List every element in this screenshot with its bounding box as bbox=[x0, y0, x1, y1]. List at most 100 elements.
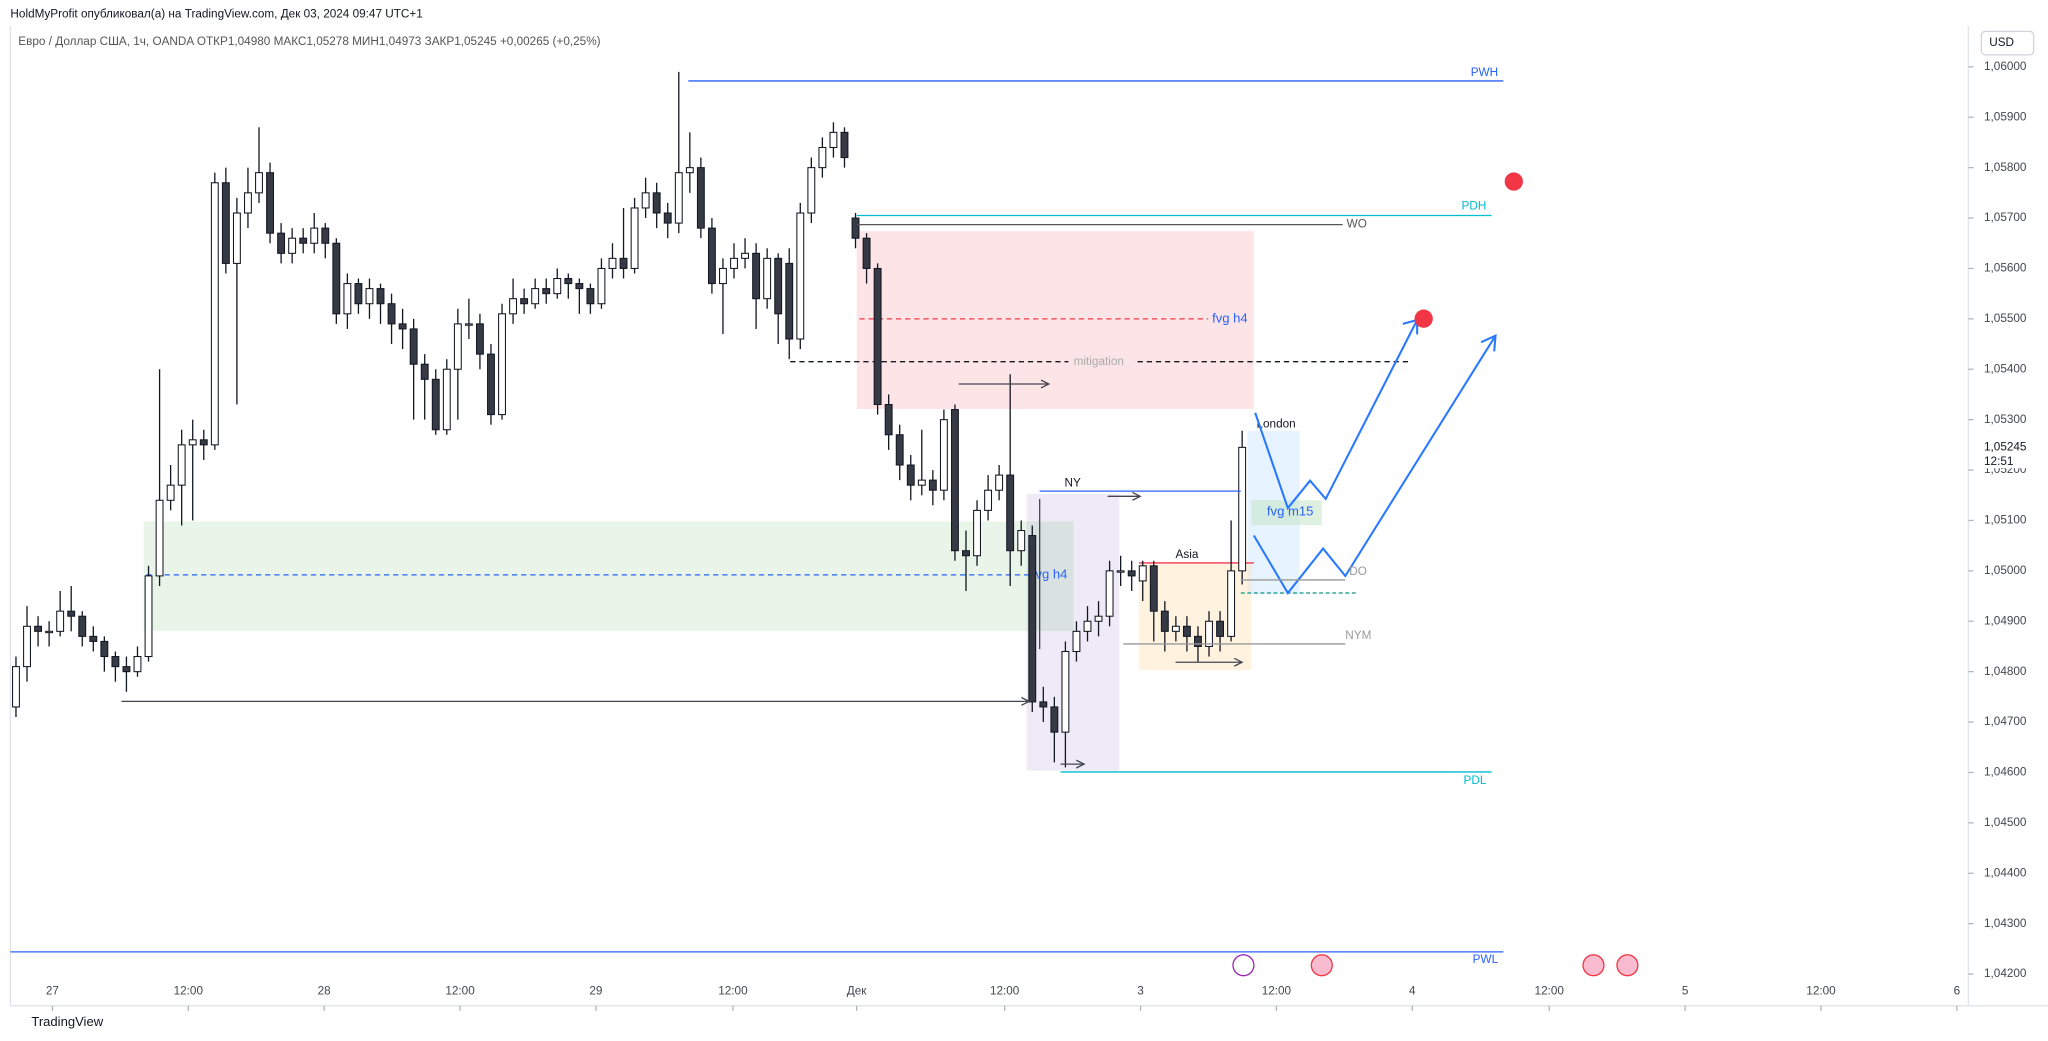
candle-body bbox=[917, 479, 926, 486]
candle-body bbox=[973, 509, 981, 557]
candle-body bbox=[343, 283, 352, 315]
candle-body bbox=[851, 217, 860, 239]
candle-body bbox=[1238, 446, 1247, 572]
x-tick-label: 12:00 bbox=[718, 984, 748, 997]
y-tick-label: 1,04200 bbox=[1984, 967, 2027, 980]
candle-body bbox=[862, 237, 871, 269]
candle-body bbox=[442, 368, 451, 431]
candle-body bbox=[133, 656, 142, 673]
candle-body bbox=[498, 313, 506, 416]
fvg-m15-label: fvg m15 bbox=[1267, 503, 1313, 518]
candle-body bbox=[1205, 620, 1213, 647]
currency-button[interactable] bbox=[1980, 30, 2035, 56]
x-tick-label: 12:00 bbox=[445, 984, 475, 997]
candle-body bbox=[785, 262, 794, 340]
currency: USD bbox=[1989, 36, 2014, 49]
candle-body bbox=[641, 192, 650, 209]
y-tick-label: 1,05900 bbox=[1984, 110, 2027, 123]
fvg-label: fvg h4 bbox=[1032, 566, 1068, 581]
candle-body bbox=[586, 288, 595, 305]
mitigation-label-bg bbox=[1068, 353, 1134, 370]
ray bbox=[121, 696, 1031, 706]
candle-body bbox=[553, 278, 562, 295]
candle-body bbox=[221, 182, 230, 264]
candle-body bbox=[288, 237, 297, 254]
y-tick-label: 1,04700 bbox=[1984, 715, 2027, 728]
candle-body bbox=[1006, 474, 1015, 552]
candle-body bbox=[730, 257, 738, 269]
candle-body bbox=[199, 439, 208, 446]
event-icon[interactable] bbox=[1310, 954, 1333, 977]
x-tick-label: 12:00 bbox=[174, 984, 204, 997]
x-tick-label: 4 bbox=[1409, 984, 1416, 997]
candle-body bbox=[1039, 701, 1048, 708]
ray bbox=[958, 379, 1051, 389]
level-label: WO bbox=[1347, 218, 1367, 231]
candle-body bbox=[34, 625, 43, 632]
candle-body bbox=[520, 298, 529, 305]
candle-body bbox=[188, 439, 197, 446]
candle-body bbox=[1149, 565, 1158, 612]
candle-body bbox=[1028, 535, 1037, 703]
candle-body bbox=[255, 172, 263, 194]
event-icon[interactable] bbox=[1232, 954, 1255, 977]
candle-body bbox=[619, 257, 628, 269]
candle-body bbox=[542, 288, 551, 295]
candle-body bbox=[1160, 610, 1169, 632]
candle-body bbox=[696, 167, 705, 229]
candle-body bbox=[1216, 620, 1225, 637]
candle-body bbox=[950, 409, 959, 552]
candle-body bbox=[244, 192, 252, 214]
candle-body bbox=[741, 252, 750, 259]
event-icon[interactable] bbox=[1582, 954, 1605, 977]
x-tick-label: 12:00 bbox=[1535, 984, 1565, 997]
candle-body bbox=[906, 464, 915, 486]
x-tick-label: 12:00 bbox=[990, 984, 1020, 997]
candle-body bbox=[487, 353, 495, 416]
level-label: PDL bbox=[1464, 774, 1487, 787]
event-icon[interactable] bbox=[1616, 954, 1639, 977]
y-tick-label: 1,05300 bbox=[1984, 413, 2027, 426]
candle-body bbox=[464, 323, 473, 326]
candle-body bbox=[89, 635, 98, 642]
candle-body bbox=[509, 298, 518, 315]
candle-body bbox=[807, 167, 816, 214]
candle-body bbox=[674, 172, 683, 224]
symbol-legend: Евро / Доллар США, 1ч, OANDA ОТКР1,04980… bbox=[18, 35, 600, 48]
candle-body bbox=[45, 630, 54, 634]
candle-body bbox=[1072, 630, 1081, 653]
candle-body bbox=[365, 288, 374, 305]
y-tick-label: 1,04300 bbox=[1984, 917, 2027, 930]
x-tick-label: 12:00 bbox=[1262, 984, 1292, 997]
last-price-badge bbox=[1969, 436, 2038, 469]
candle-body bbox=[884, 404, 893, 436]
level-label: DO bbox=[1349, 565, 1367, 578]
x-tick-label: 5 bbox=[1682, 984, 1689, 997]
candle-body bbox=[663, 212, 672, 224]
candle-body bbox=[398, 323, 407, 330]
candle-body bbox=[409, 328, 418, 365]
mitigation-label: mitigation bbox=[1074, 355, 1124, 368]
candle-body bbox=[310, 227, 319, 244]
y-tick-label: 1,05400 bbox=[1984, 362, 2027, 375]
candle-body bbox=[796, 212, 805, 340]
candle-body bbox=[840, 131, 849, 159]
y-tick-label: 1,05100 bbox=[1984, 514, 2027, 527]
candle-body bbox=[453, 323, 462, 370]
candle-body bbox=[23, 625, 31, 668]
candle-body bbox=[387, 303, 396, 325]
ray bbox=[1175, 657, 1244, 667]
x-tick-label: 6 bbox=[1954, 984, 1961, 997]
candle-body bbox=[1083, 620, 1092, 632]
levels: PWH PDH WO DO NYM PDL PWL bbox=[10, 66, 1504, 966]
candles bbox=[12, 71, 1247, 768]
candle-body bbox=[995, 474, 1004, 491]
candle-body bbox=[531, 288, 540, 305]
level-label: PWH bbox=[1471, 66, 1498, 79]
y-tick-label: 1,05500 bbox=[1984, 312, 2027, 325]
candle-body bbox=[1094, 615, 1103, 622]
candle-body bbox=[1171, 625, 1180, 632]
